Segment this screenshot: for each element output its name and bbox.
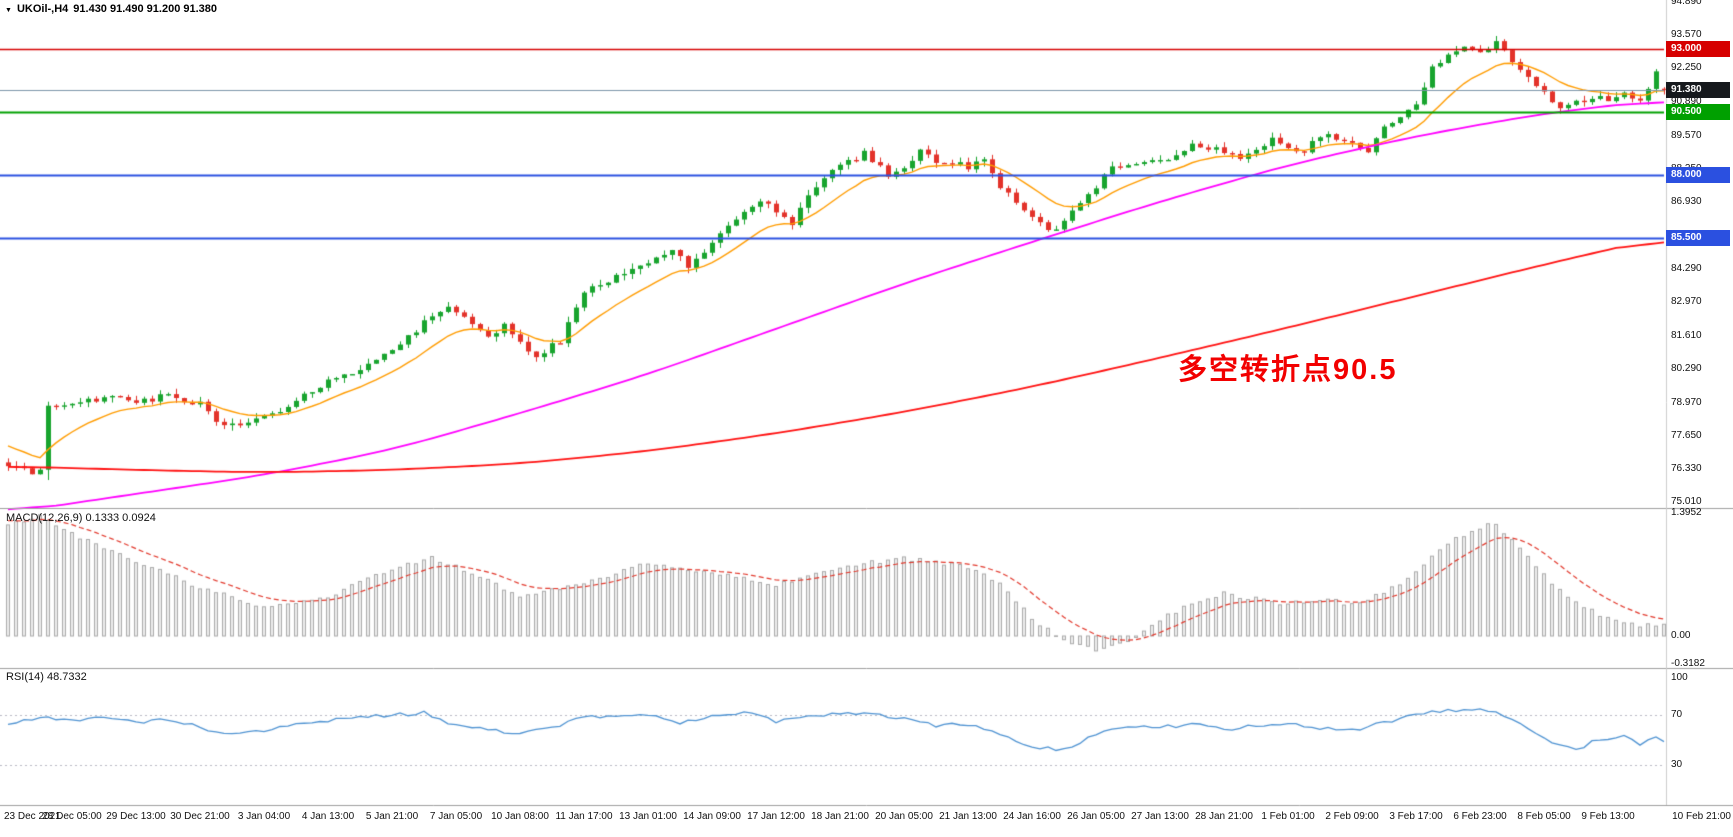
- ohlc-values: 91.430 91.490 91.200 91.380: [73, 3, 218, 15]
- rsi-indicator-label: RSI(14) 48.7332: [6, 671, 87, 683]
- chart-ohlc-header: ▼ UKOil-,H4 91.430 91.490 91.200 91.380: [5, 3, 217, 15]
- macd-indicator-label: MACD(12,26,9) 0.1333 0.0924: [6, 512, 156, 524]
- symbol-timeframe-label: UKOil-,H4: [16, 3, 69, 15]
- chart-annotation-text[interactable]: 多空转折点90.5: [1178, 354, 1398, 386]
- symbol-dropdown-icon[interactable]: ▼: [5, 6, 12, 14]
